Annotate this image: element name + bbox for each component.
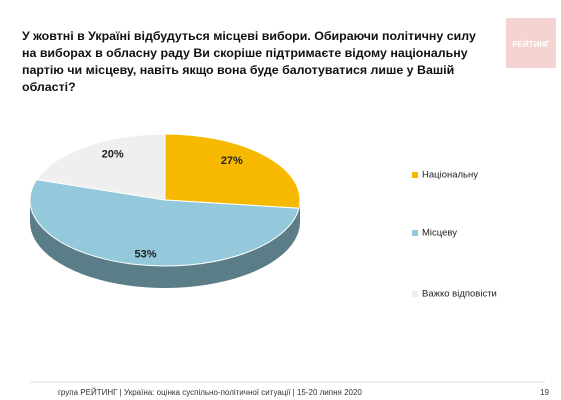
chart-title: У жовтні в Україні відбудуться місцеві в… [22,29,476,94]
slice [29,179,300,267]
footer: група РЕЙТИНГ | Україна: оцінка суспільн… [58,388,362,397]
legend-label: Місцеву [422,228,457,239]
data-label: 27% [221,155,243,167]
legend-label: Важко відповісти [422,289,497,300]
data-label: 53% [135,248,157,260]
logo: РЕЙТИНГ [512,40,550,49]
logo-box [506,18,556,68]
slice-side [30,200,299,288]
page-number: 19 [540,388,549,397]
legend-label: Національну [422,170,478,181]
legend-marker [412,291,418,297]
legend-marker [412,230,418,236]
slice [35,133,166,201]
legend-marker [412,172,418,178]
data-label: 20% [102,149,124,161]
slice [164,133,301,209]
